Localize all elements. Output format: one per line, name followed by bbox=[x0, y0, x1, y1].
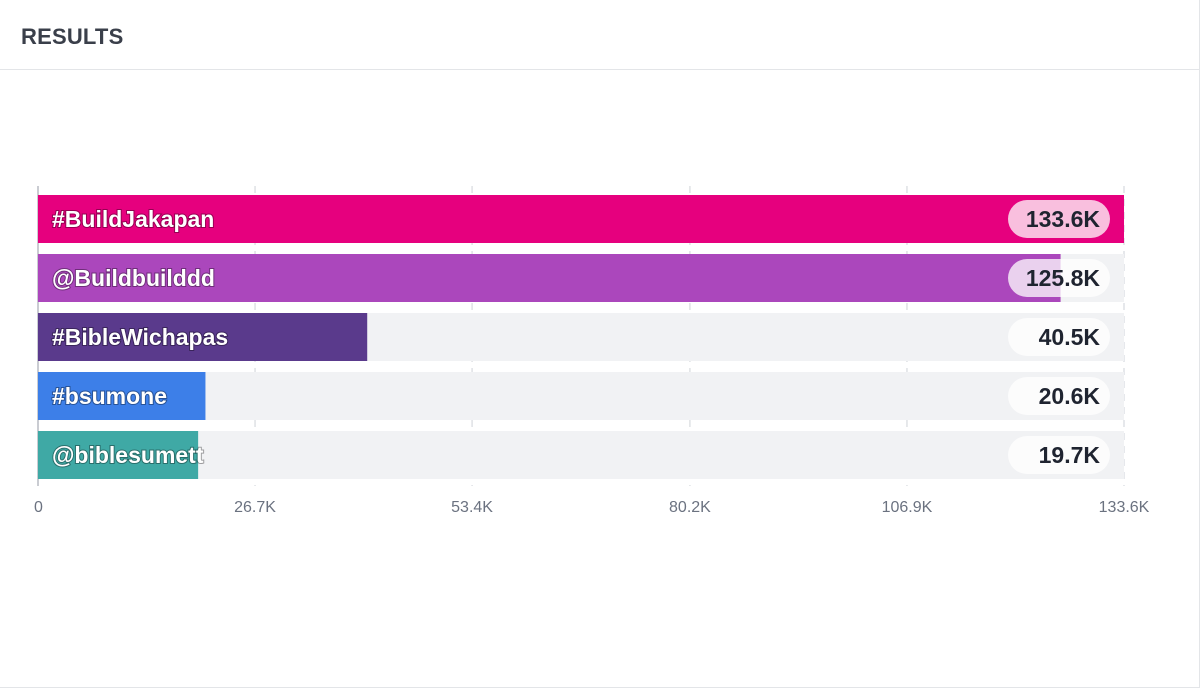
bar-row: @Buildbuilddd 125.8K bbox=[38, 254, 1124, 302]
bar-row: #BibleWichapas 40.5K bbox=[38, 313, 1124, 361]
x-tick-label: 0 bbox=[34, 499, 43, 516]
bar-label: #BuildJakapan bbox=[52, 206, 214, 232]
value-label: 19.7K bbox=[1039, 442, 1101, 468]
value-label: 40.5K bbox=[1039, 324, 1101, 350]
panel-title: RESULTS bbox=[21, 24, 124, 49]
x-tick-label: 53.4K bbox=[451, 499, 493, 516]
value-pill bbox=[1008, 200, 1110, 238]
x-axis-ticks: 0 26.7K 53.4K 80.2K 106.9K 133.6K bbox=[34, 499, 1150, 516]
x-tick-label: 80.2K bbox=[669, 499, 711, 516]
value-label: 20.6K bbox=[1039, 383, 1101, 409]
bar-label: #BibleWichapas bbox=[52, 324, 228, 350]
panel-header: RESULTS bbox=[0, 0, 1200, 70]
bar-track bbox=[38, 372, 1124, 420]
bar-row: #BuildJakapan 133.6K bbox=[38, 195, 1124, 243]
value-label: 125.8K bbox=[1026, 265, 1101, 291]
bar bbox=[38, 372, 206, 420]
value-label: 133.6K bbox=[1026, 206, 1101, 232]
value-pill bbox=[1008, 318, 1110, 356]
x-tick-label: 133.6K bbox=[1099, 499, 1150, 516]
bar-label: @Buildbuilddd bbox=[52, 265, 215, 291]
bar-label: @biblesumett bbox=[52, 442, 204, 468]
bar-label: #bsumone bbox=[52, 383, 167, 409]
bar-track bbox=[38, 431, 1124, 479]
value-pill bbox=[1008, 377, 1110, 415]
x-tick-label: 26.7K bbox=[234, 499, 276, 516]
bar bbox=[38, 195, 1124, 243]
bar bbox=[38, 313, 368, 361]
value-pill bbox=[1008, 436, 1110, 474]
bar-row: @biblesumett 19.7K bbox=[38, 431, 1124, 479]
bar bbox=[38, 254, 1061, 302]
x-tick-label: 106.9K bbox=[882, 499, 933, 516]
bar-row: #bsumone 20.6K bbox=[38, 372, 1124, 420]
bar bbox=[38, 431, 199, 479]
value-pill bbox=[1008, 259, 1110, 297]
